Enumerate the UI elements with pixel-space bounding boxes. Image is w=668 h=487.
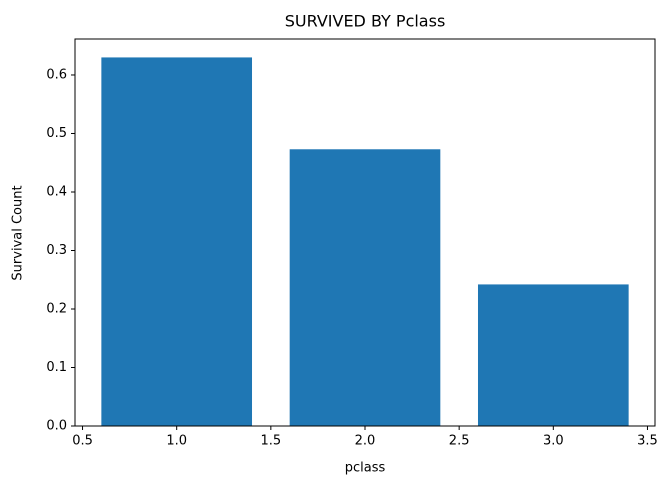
y-tick-label: 0.1: [46, 360, 67, 375]
bar: [101, 57, 253, 427]
x-tick-label: 1.5: [261, 434, 282, 449]
y-tick-label: 0.3: [46, 243, 67, 258]
y-tick-label: 0.5: [46, 126, 67, 141]
x-tick-label: 3.5: [637, 434, 658, 449]
y-tick-label: 0.2: [46, 301, 67, 316]
x-tick-label: 2.0: [355, 434, 376, 449]
y-tick-label: 0.0: [46, 419, 67, 434]
x-axis-label: pclass: [345, 461, 386, 476]
x-tick-label: 1.0: [166, 434, 187, 449]
chart-title: SURVIVED BY Pclass: [285, 12, 446, 31]
x-tick-label: 0.5: [72, 434, 93, 449]
y-axis-label: Survival Count: [11, 185, 26, 280]
bar: [289, 149, 441, 426]
x-tick-label: 2.5: [449, 434, 470, 449]
plot-frame: [74, 38, 656, 427]
y-tick-label: 0.6: [46, 67, 67, 82]
bar: [477, 284, 629, 426]
y-tick-label: 0.4: [46, 184, 67, 199]
x-tick-label: 3.0: [543, 434, 564, 449]
